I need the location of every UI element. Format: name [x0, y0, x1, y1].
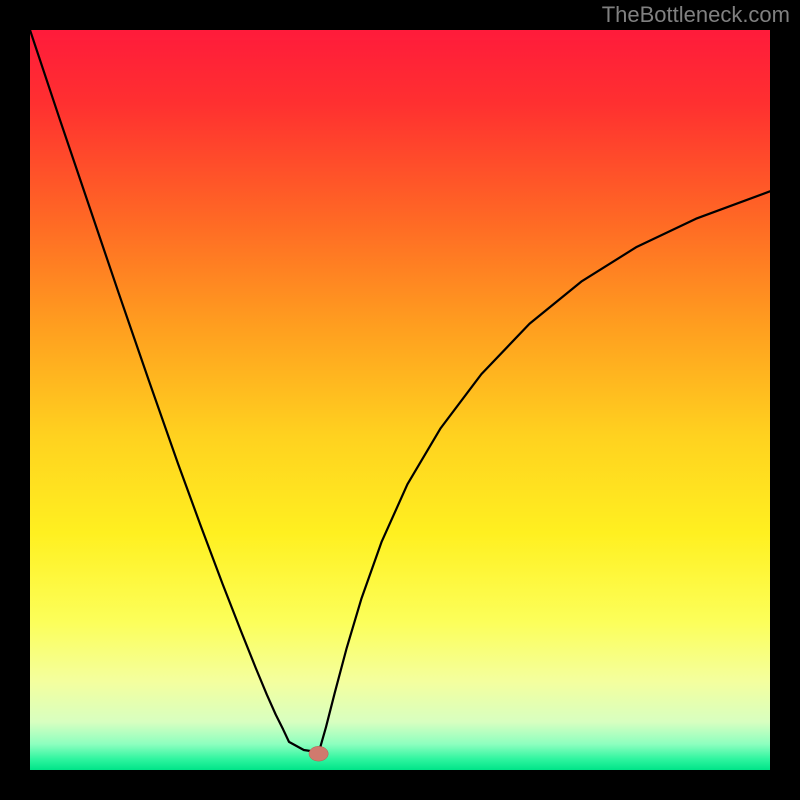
chart-svg [30, 30, 770, 770]
plot-area [30, 30, 770, 770]
minimum-marker [309, 746, 328, 761]
watermark-text: TheBottleneck.com [602, 2, 790, 28]
background-rect [30, 30, 770, 770]
chart-frame: TheBottleneck.com [0, 0, 800, 800]
